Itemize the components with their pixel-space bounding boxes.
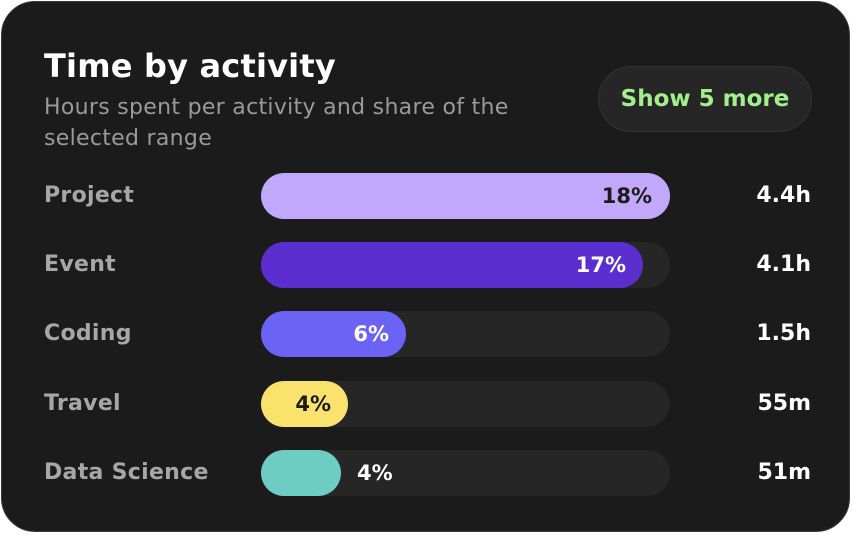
activity-label: Coding <box>44 321 132 346</box>
activity-percent: 6% <box>353 322 389 346</box>
activity-label: Data Science <box>44 460 209 485</box>
activity-bar-track: 4% <box>261 381 670 427</box>
activity-bar-track: 6% <box>261 311 670 357</box>
card-title: Time by activity <box>44 47 336 85</box>
activity-percent: 17% <box>575 253 626 277</box>
activity-bar-track: 4% <box>261 450 670 496</box>
activity-bar-track: 18% <box>261 173 670 219</box>
show-more-button[interactable]: Show 5 more <box>598 66 812 132</box>
activity-duration: 4.4h <box>756 183 811 208</box>
activity-duration: 1.5h <box>756 321 811 346</box>
activity-percent: 18% <box>601 184 652 208</box>
activity-duration: 4.1h <box>756 252 811 277</box>
activity-row-travel[interactable]: Travel 4% 55m <box>2 381 851 427</box>
activity-percent: 4% <box>357 461 393 485</box>
activity-label: Project <box>44 183 135 208</box>
activity-row-project[interactable]: Project 18% 4.4h <box>2 173 851 219</box>
card-subtitle: Hours spent per activity and share of th… <box>44 95 509 151</box>
activity-duration: 55m <box>757 391 811 416</box>
activity-label: Event <box>44 252 116 277</box>
activity-row-coding[interactable]: Coding 6% 1.5h <box>2 311 851 357</box>
activity-bar-track: 17% <box>261 242 670 288</box>
activity-percent: 4% <box>295 392 331 416</box>
activity-label: Travel <box>44 391 121 416</box>
activity-bar-fill <box>261 242 643 288</box>
activity-row-data-science[interactable]: Data Science 4% 51m <box>2 450 851 496</box>
activity-row-event[interactable]: Event 17% 4.1h <box>2 242 851 288</box>
activity-bar-fill <box>261 173 670 219</box>
activity-duration: 51m <box>757 460 811 485</box>
activity-bar-fill <box>261 381 348 427</box>
activity-bar-fill <box>261 450 341 496</box>
activity-bar-fill <box>261 311 406 357</box>
